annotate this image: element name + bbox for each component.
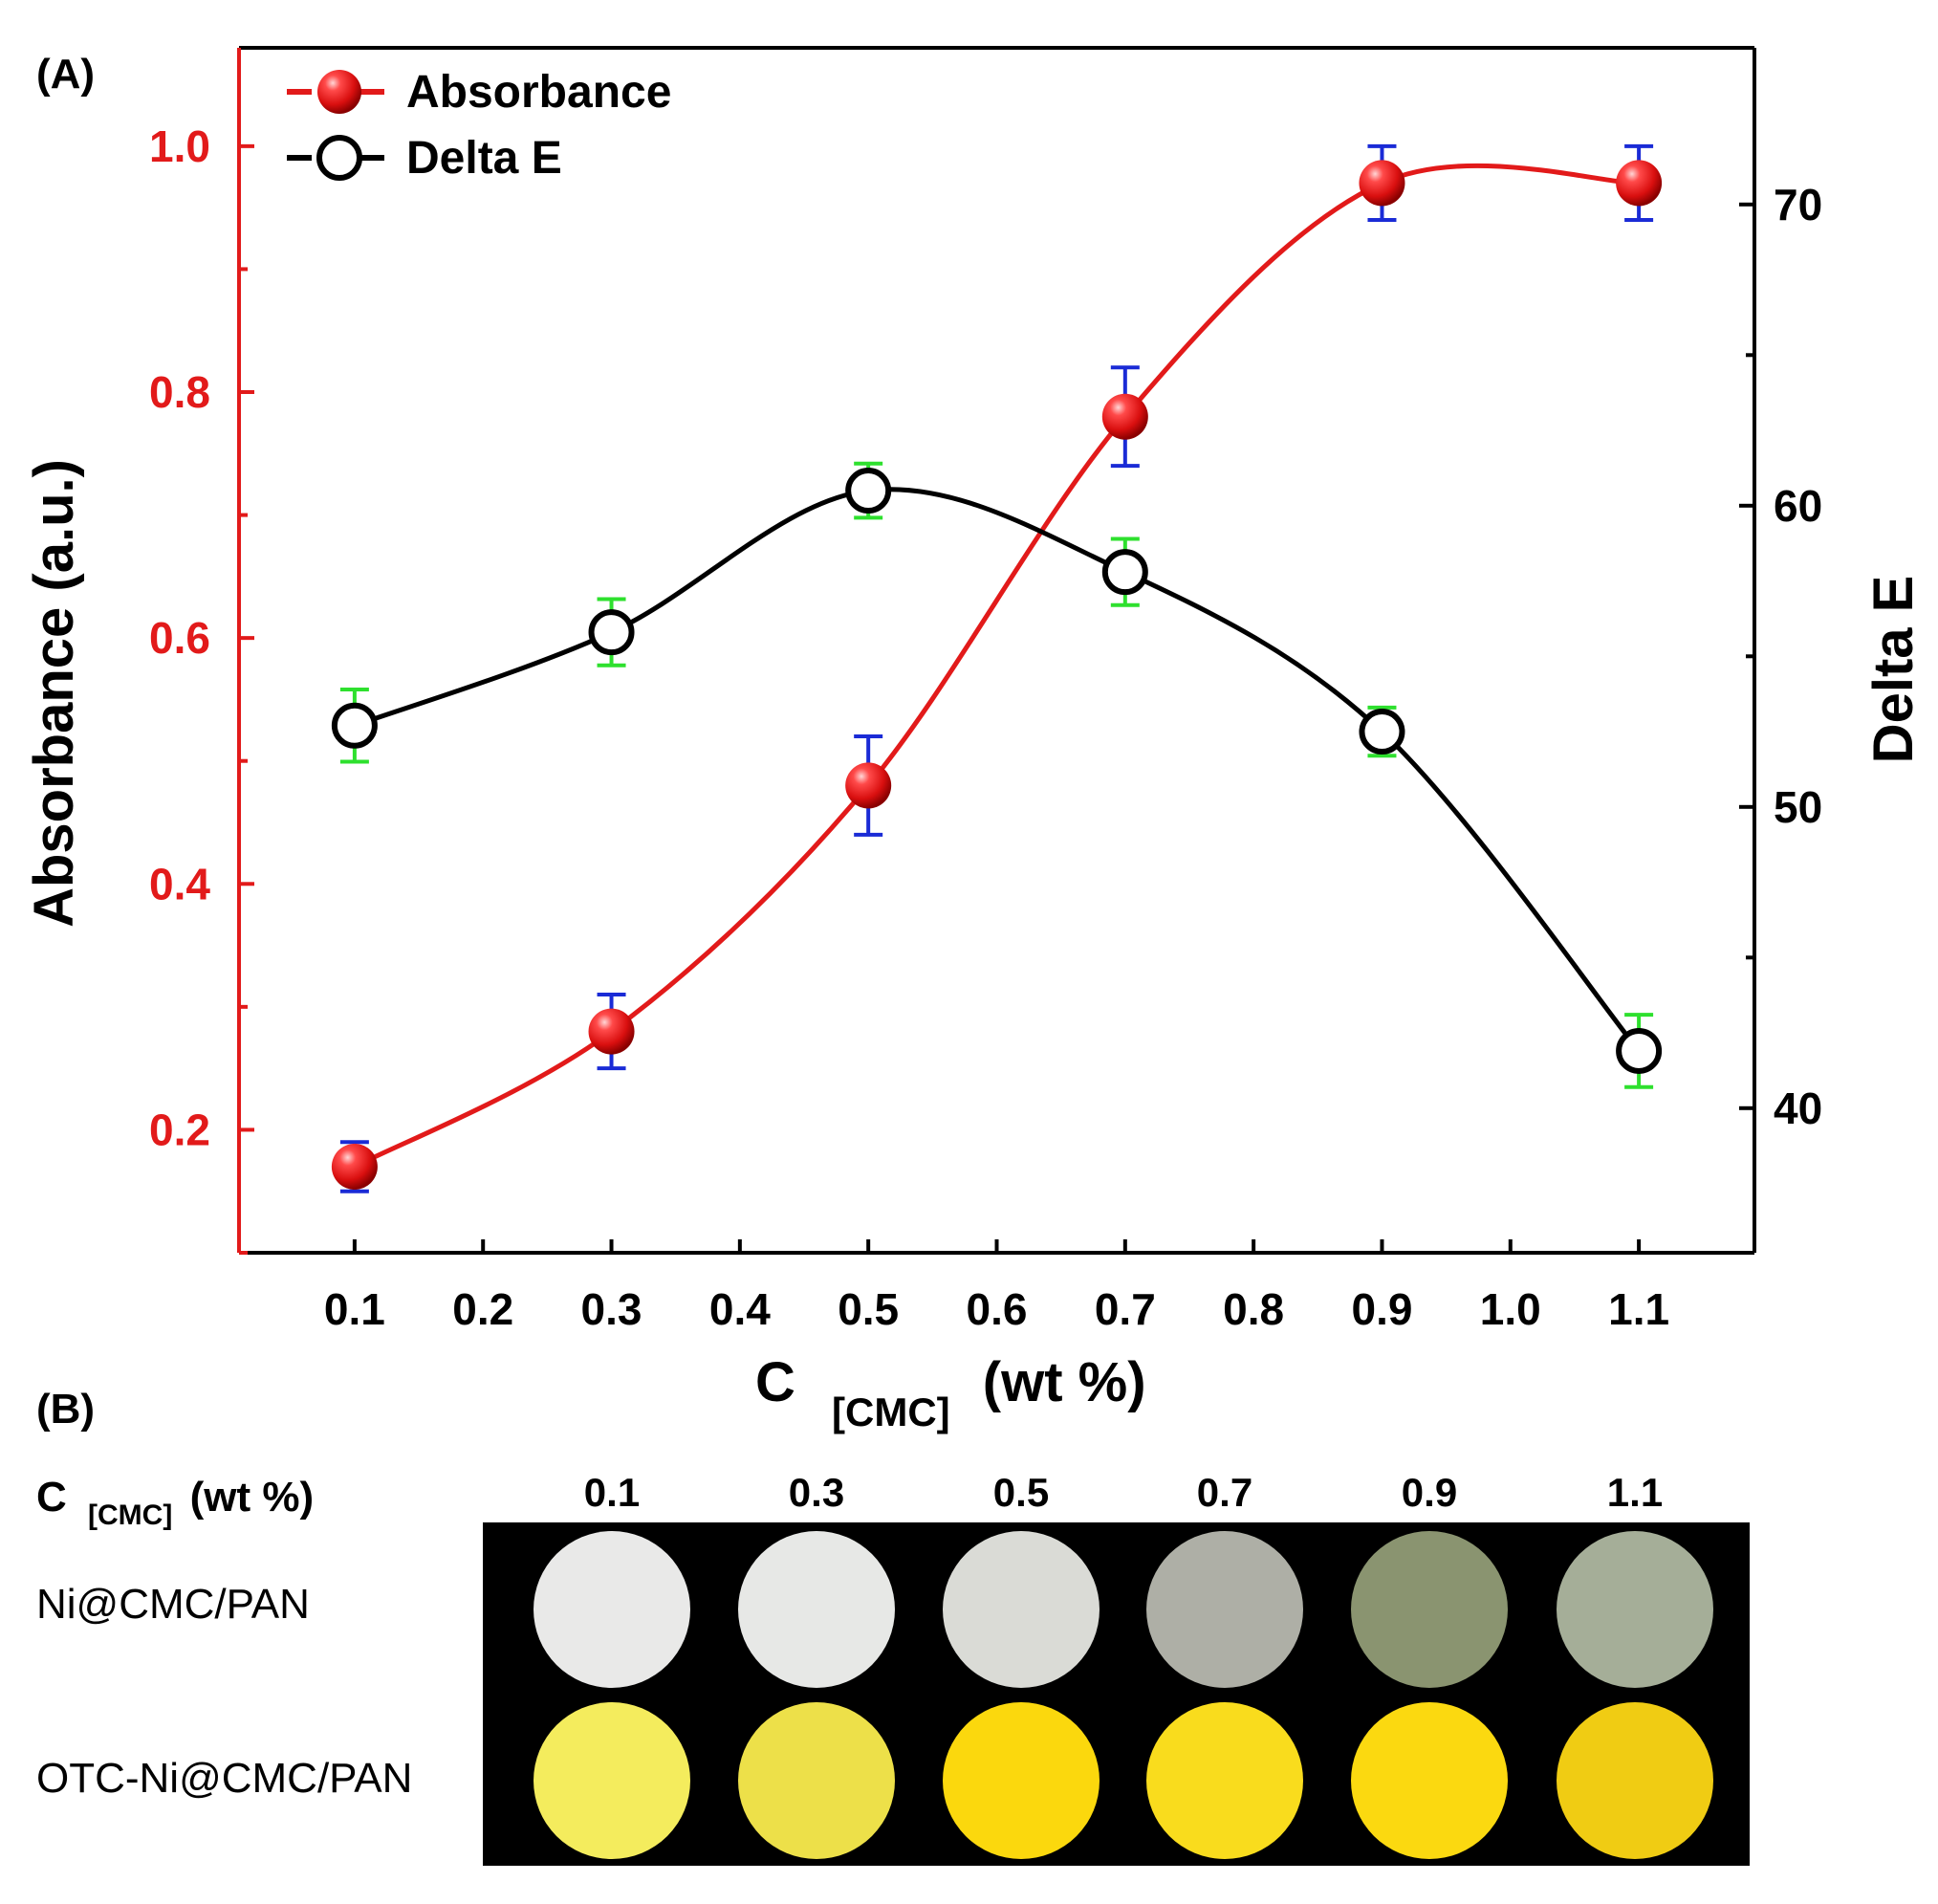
delta-e-curve: [354, 487, 1642, 1053]
absorbance-curve: [353, 163, 1640, 1170]
swatch-otc-ni-cmc-pan: [1146, 1702, 1303, 1859]
series-layer: [331, 143, 1663, 1193]
swatch-ni-cmc-pan: [943, 1531, 1100, 1688]
swatch-layer: 0.1 0.3 0.5 0.7 0.9 1.1: [533, 1470, 1713, 1859]
legend: Absorbance Delta E: [287, 67, 671, 184]
y-left-tick-label: 1.0: [149, 121, 210, 171]
y-left-tick-label: 0.2: [149, 1105, 210, 1154]
swatch-label-sub: [CMC]: [88, 1499, 172, 1531]
delta-e-point: [331, 702, 378, 749]
panel-a-label: (A): [36, 51, 95, 98]
swatch-label-unit: (wt %): [190, 1474, 315, 1521]
x-tick-label: 0.7: [1095, 1284, 1156, 1334]
y-left-tick-label: 0.8: [149, 367, 210, 417]
x-tick-label: 1.1: [1608, 1284, 1669, 1334]
y-axis-right-title: Delta E: [1862, 576, 1925, 764]
y-right-tick-label: 60: [1774, 481, 1822, 531]
swatch-label-main: C: [36, 1474, 67, 1521]
legend-absorbance-label: Absorbance: [406, 67, 671, 118]
error-bars: [339, 143, 1654, 1193]
x-axis-title-sub: [CMC]: [832, 1390, 950, 1434]
swatch-ni-cmc-pan: [738, 1531, 895, 1688]
swatch-concentration: 0.5: [993, 1470, 1049, 1515]
x-tick-label: 1.0: [1480, 1284, 1541, 1334]
legend-deltae-marker: [316, 135, 362, 181]
absorbance-point: [588, 1008, 635, 1055]
legend-absorbance-marker: [317, 70, 361, 114]
y-left-tick-label: 0.4: [149, 859, 210, 908]
swatch-concentration: 0.7: [1197, 1470, 1252, 1515]
swatch-concentration: 0.9: [1402, 1470, 1457, 1515]
delta-e-point: [845, 468, 892, 514]
absorbance-point: [331, 1144, 378, 1190]
absorbance-point: [1359, 160, 1405, 207]
x-tick-label: 0.8: [1223, 1284, 1284, 1334]
swatch-ni-cmc-pan: [533, 1531, 690, 1688]
x-axis: 0.1 0.2 0.3 0.4 0.5 0.6 0.7 0.8 0.9 1.0 1.1: [324, 1239, 1669, 1334]
x-axis-title-main: C: [755, 1351, 795, 1413]
x-tick-label: 0.6: [967, 1284, 1028, 1334]
swatch-otc-ni-cmc-pan: [533, 1702, 690, 1859]
x-axis-title-unit: (wt %): [983, 1351, 1146, 1413]
delta-e-point: [1616, 1027, 1663, 1074]
swatch-concentration-label: C [CMC] (wt %): [36, 1474, 314, 1534]
y-axis-left: 0.2 0.4 0.6 0.8 1.0: [149, 121, 254, 1255]
y-axis-right: 40 50 60 70: [1739, 180, 1822, 1133]
x-tick-label: 0.1: [324, 1284, 385, 1334]
x-tick-label: 0.4: [709, 1284, 771, 1334]
curves: [353, 163, 1642, 1170]
absorbance-point: [1616, 160, 1663, 207]
x-tick-label: 0.9: [1351, 1284, 1412, 1334]
x-tick-label: 0.2: [452, 1284, 513, 1334]
swatch-row-label-1: Ni@CMC/PAN: [36, 1581, 310, 1628]
swatch-panel: C [CMC] (wt %) Ni@CMC/PAN OTC-Ni@CMC/PAN…: [36, 1470, 1750, 1866]
y-left-tick-label: 0.6: [149, 613, 210, 663]
absorbance-point: [845, 762, 892, 809]
legend-deltae-label: Delta E: [406, 133, 562, 184]
x-tick-label: 0.5: [838, 1284, 899, 1334]
swatch-otc-ni-cmc-pan: [1557, 1702, 1713, 1859]
x-tick-label: 0.3: [581, 1284, 642, 1334]
swatch-otc-ni-cmc-pan: [738, 1702, 895, 1859]
y-right-tick-label: 70: [1774, 180, 1822, 230]
delta-e-point: [1101, 549, 1148, 596]
delta-e-point: [1359, 709, 1405, 755]
y-axis-left-title: Absorbance (a.u.): [23, 459, 85, 928]
absorbance-point: [1101, 393, 1148, 440]
swatch-concentration: 1.1: [1607, 1470, 1663, 1515]
x-axis-title: C [CMC] (wt %): [755, 1351, 1146, 1438]
swatch-otc-ni-cmc-pan: [943, 1702, 1100, 1859]
swatch-background: [483, 1522, 1750, 1866]
swatch-otc-ni-cmc-pan: [1351, 1702, 1508, 1859]
plot-frame: [237, 46, 1756, 1255]
swatch-concentration: 0.3: [789, 1470, 844, 1515]
swatch-row-label-2: OTC-Ni@CMC/PAN: [36, 1755, 412, 1802]
y-right-tick-label: 50: [1774, 782, 1822, 832]
swatch-ni-cmc-pan: [1351, 1531, 1508, 1688]
y-right-tick-label: 40: [1774, 1083, 1822, 1133]
swatch-concentration: 0.1: [584, 1470, 640, 1515]
swatch-ni-cmc-pan: [1557, 1531, 1713, 1688]
swatch-ni-cmc-pan: [1146, 1531, 1303, 1688]
panel-b-label: (B): [36, 1386, 95, 1433]
delta-e-point: [588, 609, 635, 656]
markers: [331, 160, 1663, 1190]
